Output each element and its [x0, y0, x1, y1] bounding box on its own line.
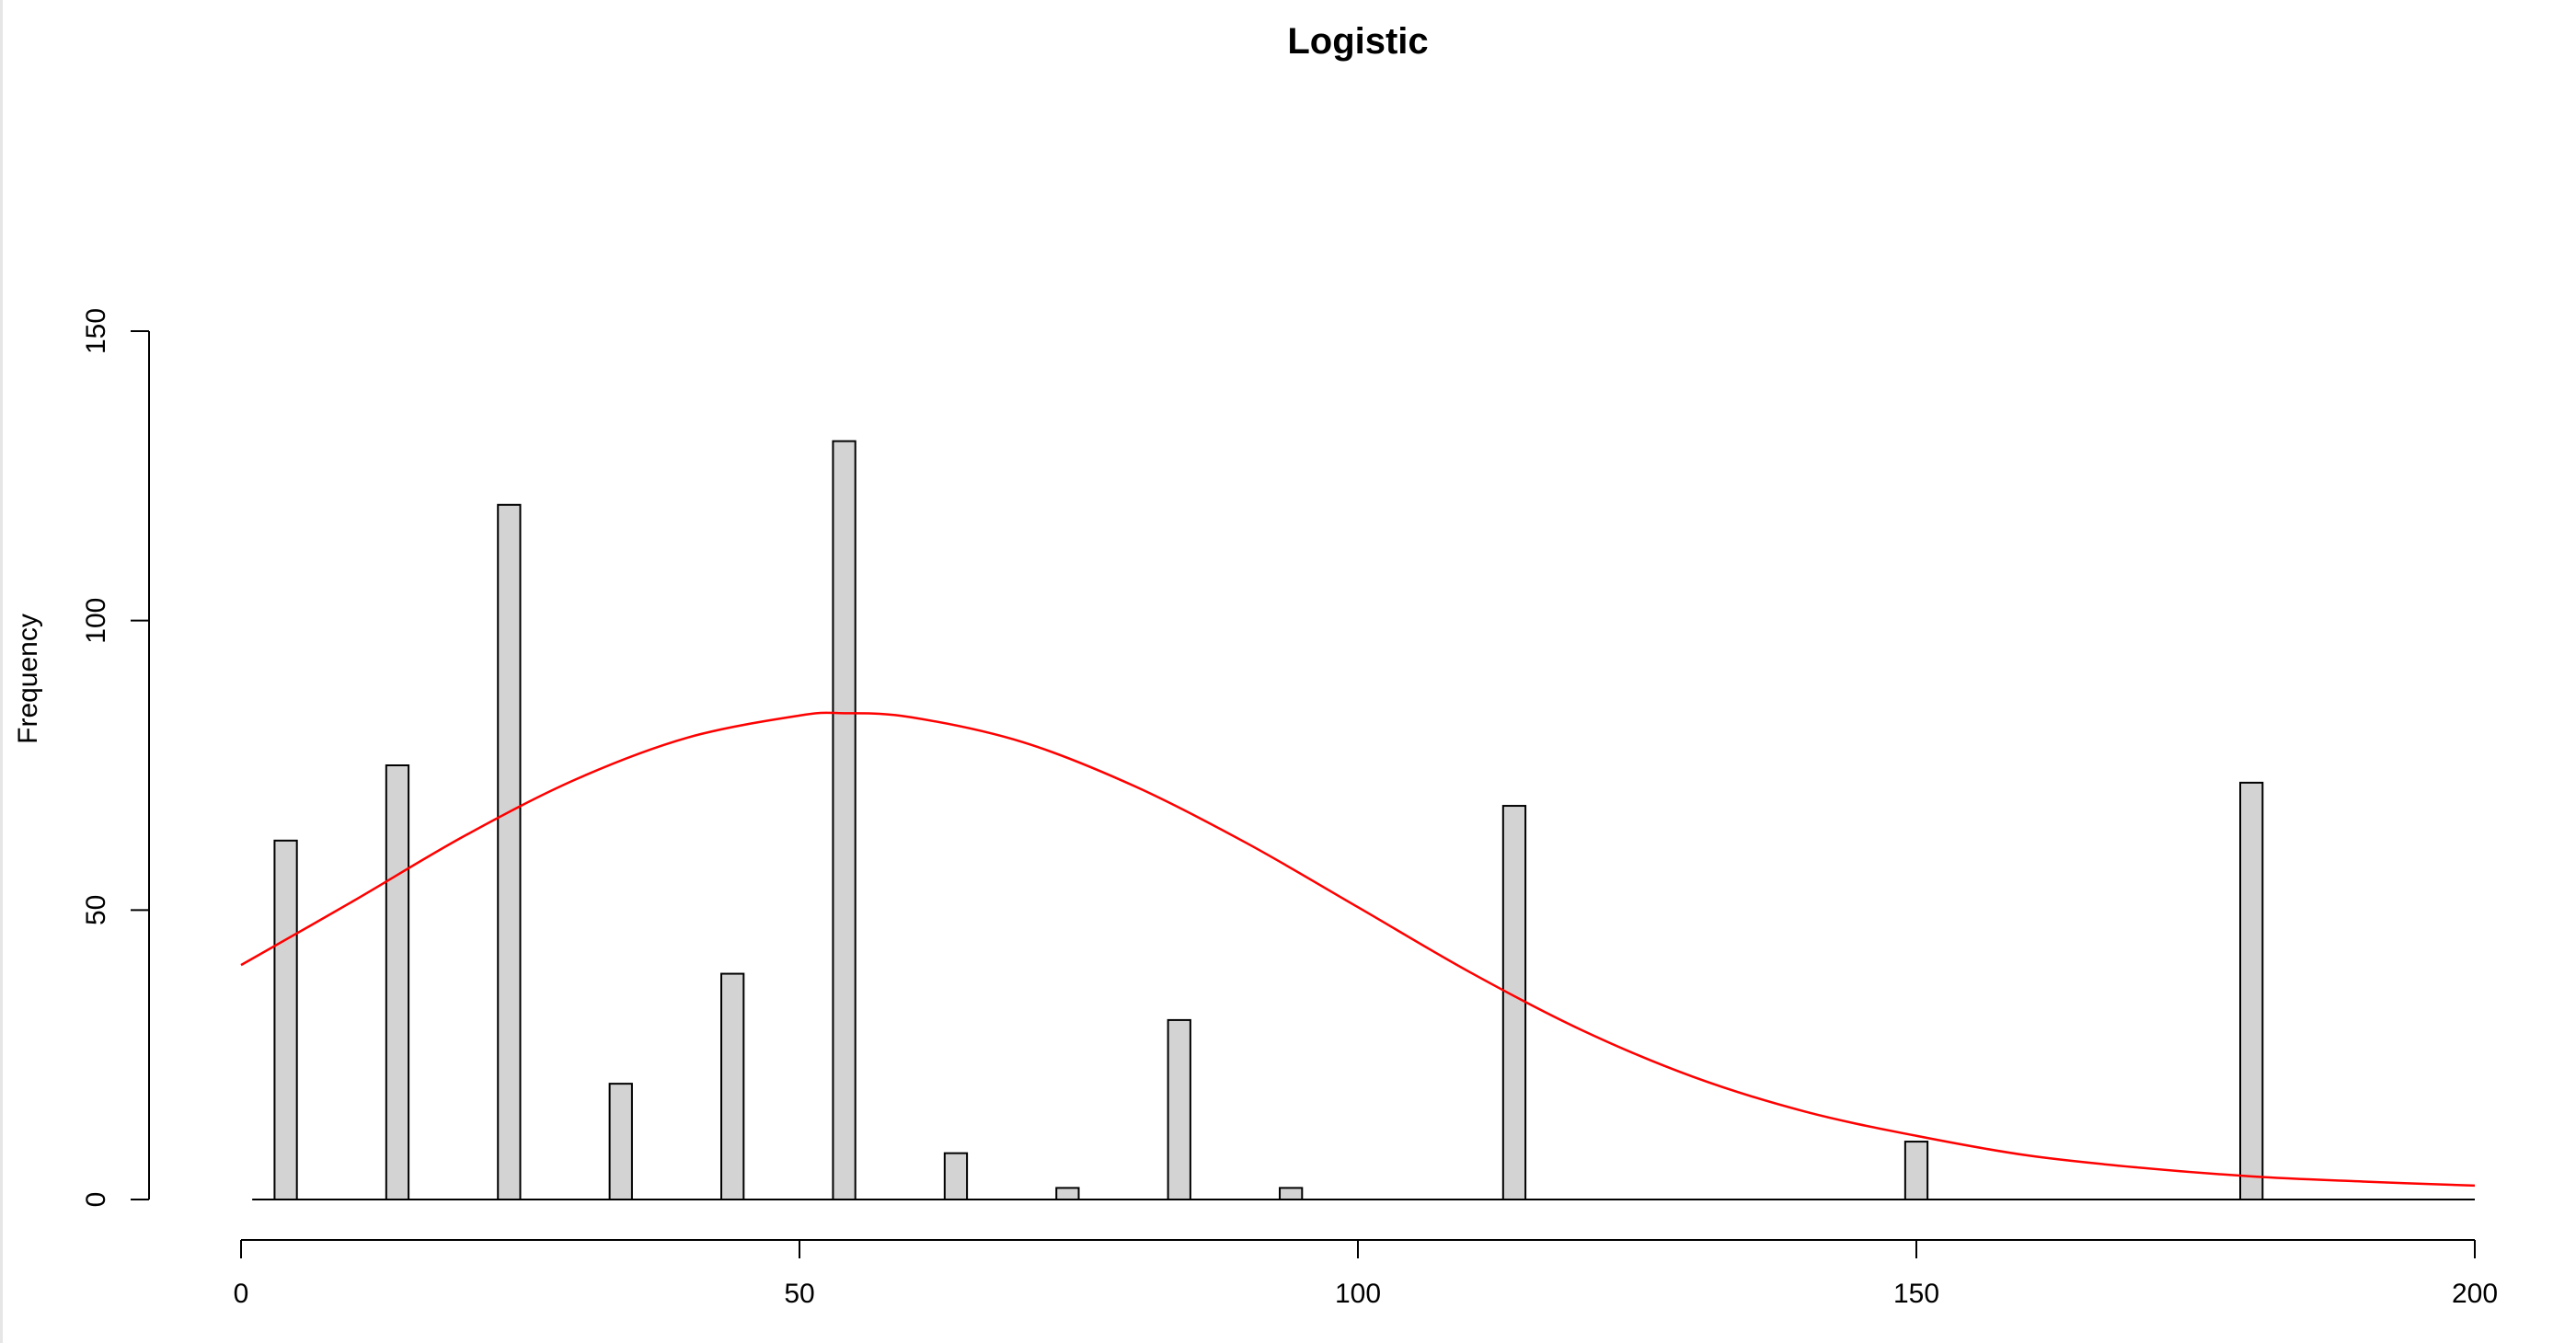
histogram-bar [385, 764, 410, 1200]
histogram-bar [943, 1152, 969, 1200]
histogram-bar [2239, 781, 2264, 1200]
histogram-bar [1903, 1141, 1929, 1200]
y-tick-label: 0 [81, 1192, 111, 1208]
x-tick-label: 150 [1893, 1279, 1939, 1309]
histogram-bar [720, 972, 745, 1201]
x-tick-label: 200 [2452, 1279, 2498, 1309]
y-tick-label: 100 [81, 598, 111, 644]
fitted-curve-line [240, 711, 2476, 1188]
y-axis-label: Frequency [13, 614, 43, 744]
axes-layer: 0 50 100 150 200 0 50 100 150 [81, 308, 2498, 1309]
y-tick-label: 50 [81, 895, 111, 925]
histogram-bar [497, 503, 522, 1200]
histogram-bar [1279, 1187, 1304, 1200]
x-tick-label: 100 [1335, 1279, 1381, 1309]
histogram-bar [832, 440, 857, 1201]
histogram-bar [608, 1083, 633, 1200]
window-edge [0, 0, 3, 1343]
x-tick-label: 0 [234, 1279, 249, 1309]
histogram-bar [1055, 1187, 1080, 1200]
chart-title: Logistic [1287, 21, 1428, 62]
bars-layer [252, 440, 2475, 1201]
histogram-bar [1167, 1018, 1191, 1200]
histogram-bar [273, 839, 298, 1201]
x-tick-label: 50 [784, 1279, 814, 1309]
histogram-bar [1501, 805, 1527, 1200]
curve-layer [240, 711, 2476, 1188]
y-tick-label: 150 [81, 308, 111, 354]
